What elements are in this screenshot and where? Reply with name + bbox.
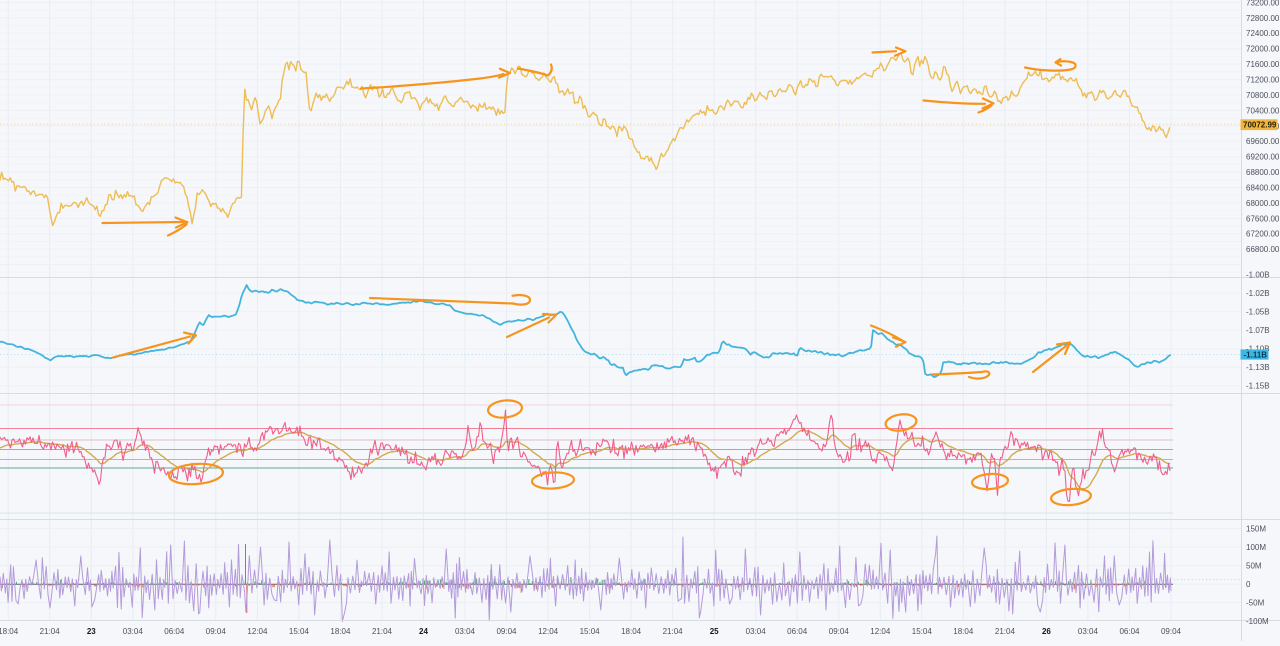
svg-text:66800.00: 66800.00 bbox=[1246, 245, 1280, 254]
svg-text:70400.00: 70400.00 bbox=[1246, 106, 1280, 115]
svg-text:12:04: 12:04 bbox=[247, 627, 268, 636]
svg-text:69600.00: 69600.00 bbox=[1246, 137, 1280, 146]
svg-text:-1.15B: -1.15B bbox=[1246, 382, 1270, 391]
svg-text:70072.99: 70072.99 bbox=[1243, 121, 1277, 130]
svg-text:12:04: 12:04 bbox=[538, 627, 559, 636]
svg-text:-1.02B: -1.02B bbox=[1246, 289, 1270, 298]
svg-text:-50M: -50M bbox=[1246, 599, 1265, 608]
svg-text:06:04: 06:04 bbox=[1119, 627, 1140, 636]
svg-text:67200.00: 67200.00 bbox=[1246, 230, 1280, 239]
svg-text:03:04: 03:04 bbox=[123, 627, 144, 636]
svg-text:-1.00B: -1.00B bbox=[1246, 271, 1270, 280]
svg-text:25: 25 bbox=[710, 627, 719, 636]
svg-text:-1.07B: -1.07B bbox=[1246, 326, 1270, 335]
svg-text:72000.00: 72000.00 bbox=[1246, 45, 1280, 54]
svg-text:68800.00: 68800.00 bbox=[1246, 168, 1280, 177]
svg-text:21:04: 21:04 bbox=[663, 627, 684, 636]
svg-text:21:04: 21:04 bbox=[995, 627, 1016, 636]
svg-text:68000.00: 68000.00 bbox=[1246, 199, 1280, 208]
svg-text:18:04: 18:04 bbox=[953, 627, 974, 636]
svg-text:100M: 100M bbox=[1246, 543, 1266, 552]
svg-text:72400.00: 72400.00 bbox=[1246, 29, 1280, 38]
svg-text:18:04: 18:04 bbox=[621, 627, 642, 636]
svg-text:23: 23 bbox=[87, 627, 96, 636]
svg-text:18:04: 18:04 bbox=[0, 627, 19, 636]
svg-text:-100M: -100M bbox=[1246, 617, 1269, 626]
svg-text:03:04: 03:04 bbox=[746, 627, 767, 636]
svg-text:0: 0 bbox=[1246, 580, 1251, 589]
svg-text:-1.13B: -1.13B bbox=[1246, 363, 1270, 372]
svg-text:15:04: 15:04 bbox=[912, 627, 933, 636]
svg-text:09:04: 09:04 bbox=[829, 627, 850, 636]
svg-text:71600.00: 71600.00 bbox=[1246, 60, 1280, 69]
svg-text:69200.00: 69200.00 bbox=[1246, 153, 1280, 162]
svg-text:03:04: 03:04 bbox=[1078, 627, 1099, 636]
svg-text:21:04: 21:04 bbox=[372, 627, 393, 636]
svg-text:12:04: 12:04 bbox=[870, 627, 891, 636]
svg-text:72800.00: 72800.00 bbox=[1246, 14, 1280, 23]
svg-text:06:04: 06:04 bbox=[787, 627, 808, 636]
svg-text:15:04: 15:04 bbox=[580, 627, 601, 636]
svg-text:73200.00: 73200.00 bbox=[1246, 0, 1280, 7]
svg-text:68400.00: 68400.00 bbox=[1246, 183, 1280, 192]
svg-text:18:04: 18:04 bbox=[330, 627, 351, 636]
svg-text:-1.05B: -1.05B bbox=[1246, 308, 1270, 317]
svg-text:67600.00: 67600.00 bbox=[1246, 214, 1280, 223]
svg-text:71200.00: 71200.00 bbox=[1246, 76, 1280, 85]
svg-text:150M: 150M bbox=[1246, 525, 1266, 534]
svg-text:15:04: 15:04 bbox=[289, 627, 310, 636]
svg-text:50M: 50M bbox=[1246, 562, 1262, 571]
svg-text:-1.10B: -1.10B bbox=[1246, 345, 1270, 354]
svg-text:70800.00: 70800.00 bbox=[1246, 91, 1280, 100]
svg-text:21:04: 21:04 bbox=[40, 627, 61, 636]
svg-text:09:04: 09:04 bbox=[496, 627, 517, 636]
svg-text:-1.11B: -1.11B bbox=[1244, 351, 1268, 360]
svg-text:26: 26 bbox=[1042, 627, 1051, 636]
svg-text:09:04: 09:04 bbox=[1161, 627, 1182, 636]
svg-text:03:04: 03:04 bbox=[455, 627, 476, 636]
svg-text:24: 24 bbox=[419, 627, 428, 636]
svg-text:09:04: 09:04 bbox=[206, 627, 227, 636]
svg-text:06:04: 06:04 bbox=[164, 627, 185, 636]
